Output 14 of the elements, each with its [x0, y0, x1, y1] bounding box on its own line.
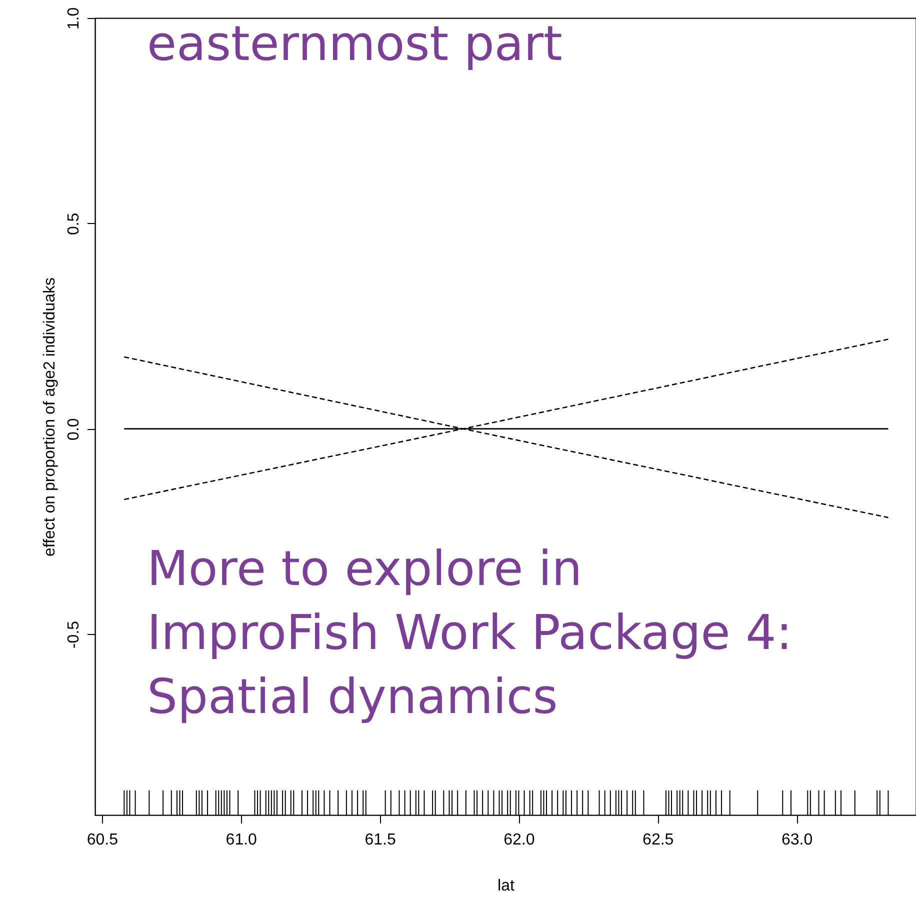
y-tick-label: 0.5 [66, 212, 82, 236]
annotation: More to explore in ImproFish Work Package 4: Spatial dynamics [147, 541, 792, 725]
x-axis-title: lat [498, 878, 515, 894]
x-tick-label: 62.0 [504, 832, 535, 848]
y-tick-label: 0.0 [66, 418, 82, 440]
y-tick-label: -0.5 [66, 620, 82, 649]
y-axis-title: effect on proportion of age2 individuaks [42, 277, 58, 557]
x-tick-label: 61.5 [364, 832, 396, 848]
x-tick-label: 60.5 [86, 832, 118, 848]
annotation: easternmost part [147, 16, 562, 72]
x-tick-label: 63.0 [781, 832, 813, 848]
x-tick-label: 62.5 [642, 832, 674, 848]
x-tick-label: 61.0 [226, 832, 258, 848]
y-tick-label: 1.0 [66, 7, 82, 30]
